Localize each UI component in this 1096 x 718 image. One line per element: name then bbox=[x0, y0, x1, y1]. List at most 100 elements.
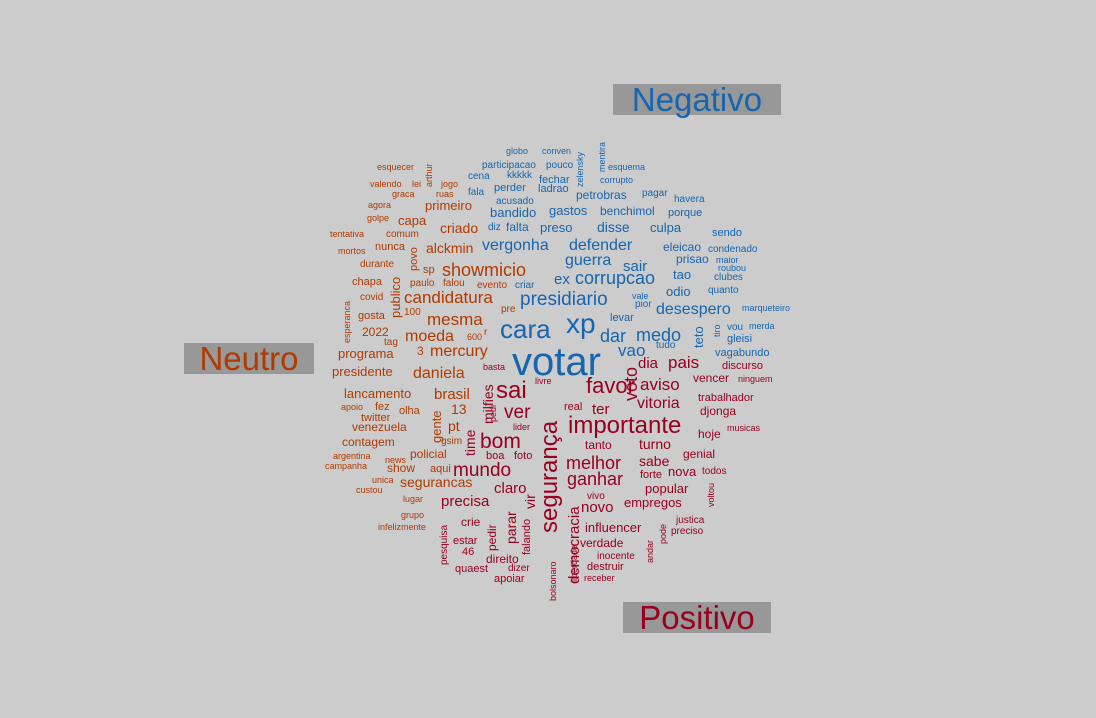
word-negativo: ladrao bbox=[538, 183, 569, 195]
word-neutro: unica bbox=[372, 475, 394, 485]
word-negativo: preso bbox=[540, 220, 573, 235]
word-neutro: comum bbox=[386, 229, 419, 240]
word-neutro: falou bbox=[443, 278, 465, 289]
word-neutro: lancamento bbox=[344, 386, 411, 401]
word-negativo: odio bbox=[666, 284, 691, 299]
word-negativo: medo bbox=[636, 325, 681, 345]
word-neutro: tentativa bbox=[330, 229, 364, 239]
word-negativo: corrupto bbox=[600, 175, 633, 185]
word-negativo: esquema bbox=[608, 162, 645, 172]
word-neutro: venezuela bbox=[352, 420, 407, 434]
word-positivo: 46 bbox=[462, 546, 474, 558]
word-negativo: pouco bbox=[546, 160, 574, 171]
word-positivo: vencer bbox=[693, 371, 729, 385]
word-neutro: 13 bbox=[451, 401, 467, 417]
word-neutro: argentina bbox=[333, 451, 371, 461]
word-positivo: nova bbox=[668, 464, 697, 479]
word-negativo: defender bbox=[569, 237, 633, 254]
word-negativo: dar bbox=[600, 326, 626, 346]
word-neutro: pre bbox=[501, 304, 516, 315]
word-neutro: valendo bbox=[370, 179, 402, 189]
word-positivo: ninguem bbox=[738, 374, 773, 384]
word-negativo: tiro bbox=[712, 324, 722, 337]
word-positivo: vir bbox=[522, 494, 538, 509]
word-neutro: 2022 bbox=[362, 325, 389, 339]
word-negativo: criar bbox=[515, 280, 535, 291]
word-positivo: empregos bbox=[624, 495, 682, 510]
word-negativo: falta bbox=[506, 220, 529, 234]
word-neutro: 600 bbox=[467, 332, 482, 342]
word-positivo: genial bbox=[683, 447, 715, 461]
word-positivo: popular bbox=[645, 481, 689, 496]
word-negativo: votar bbox=[512, 340, 601, 384]
word-positivo: precisa bbox=[441, 493, 490, 510]
word-negativo: sair bbox=[623, 258, 647, 275]
word-negativo: quanto bbox=[708, 285, 739, 296]
word-negativo: levar bbox=[610, 312, 634, 324]
word-neutro: tag bbox=[384, 337, 398, 348]
word-negativo: desespero bbox=[656, 301, 731, 318]
word-neutro: twitter bbox=[361, 412, 391, 424]
word-positivo: claro bbox=[494, 480, 527, 497]
word-neutro: campanha bbox=[325, 461, 367, 471]
word-positivo: quaest bbox=[455, 563, 488, 575]
word-positivo: novo bbox=[581, 499, 614, 516]
word-positivo: crie bbox=[461, 515, 481, 529]
word-neutro: sp bbox=[423, 264, 435, 276]
word-neutro: apoio bbox=[341, 402, 363, 412]
word-positivo: ganhar bbox=[567, 469, 623, 489]
word-negativo: teto bbox=[691, 326, 706, 348]
word-positivo: sabe bbox=[639, 453, 670, 469]
word-positivo: boa bbox=[486, 450, 505, 462]
word-positivo: turno bbox=[639, 436, 671, 452]
word-neutro: mortos bbox=[338, 246, 366, 256]
word-positivo: pesquisa bbox=[439, 525, 450, 565]
word-negativo: maior bbox=[716, 255, 739, 265]
word-neutro: candidatura bbox=[404, 288, 493, 307]
word-positivo: pedir bbox=[485, 524, 499, 551]
word-positivo: receber bbox=[584, 573, 615, 583]
word-positivo: justica bbox=[675, 515, 705, 526]
word-negativo: mentira bbox=[597, 142, 607, 172]
word-neutro: policial bbox=[410, 447, 447, 461]
word-neutro: gsim bbox=[441, 436, 462, 447]
word-neutro: 100 bbox=[404, 307, 421, 318]
word-positivo: ter bbox=[592, 401, 610, 418]
word-positivo: sai bbox=[496, 377, 527, 404]
word-neutro: presidente bbox=[332, 364, 393, 379]
word-neutro: mesma bbox=[427, 310, 483, 329]
word-positivo: real bbox=[564, 401, 582, 413]
word-neutro: infelizmente bbox=[378, 522, 426, 532]
word-negativo: fechar bbox=[539, 174, 570, 186]
word-neutro: fez bbox=[375, 401, 390, 413]
word-neutro: criado bbox=[440, 220, 478, 236]
word-positivo: dizer bbox=[508, 563, 530, 574]
word-neutro: golpe bbox=[367, 213, 389, 223]
word-neutro: esquecer bbox=[377, 162, 414, 172]
word-negativo: clubes bbox=[714, 272, 743, 283]
word-negativo: vale bbox=[632, 291, 649, 301]
word-negativo: porque bbox=[668, 207, 702, 219]
word-neutro: olha bbox=[399, 405, 421, 417]
word-negativo: ex bbox=[554, 271, 570, 288]
word-neutro: contagem bbox=[342, 435, 395, 449]
word-positivo: dia bbox=[638, 355, 659, 372]
word-negativo: xp bbox=[566, 308, 596, 339]
word-positivo: discurso bbox=[722, 360, 763, 372]
word-negativo: participacao bbox=[482, 160, 536, 171]
word-positivo: mundo bbox=[453, 460, 511, 481]
word-positivo: destruir bbox=[587, 561, 624, 573]
word-negativo: vao bbox=[618, 341, 645, 360]
word-positivo: liberdade bbox=[569, 545, 579, 582]
word-neutro: esperanca bbox=[342, 301, 352, 343]
word-neutro: brasil bbox=[434, 386, 470, 403]
word-neutro: paulo bbox=[410, 278, 435, 289]
word-neutro: programa bbox=[338, 346, 394, 361]
word-neutro: covid bbox=[360, 292, 383, 303]
word-neutro: ruas bbox=[436, 189, 454, 199]
word-negativo: diz bbox=[488, 222, 501, 233]
word-negativo: cena bbox=[468, 171, 490, 182]
word-positivo: hoje bbox=[698, 427, 721, 441]
word-positivo: ver bbox=[504, 402, 531, 423]
